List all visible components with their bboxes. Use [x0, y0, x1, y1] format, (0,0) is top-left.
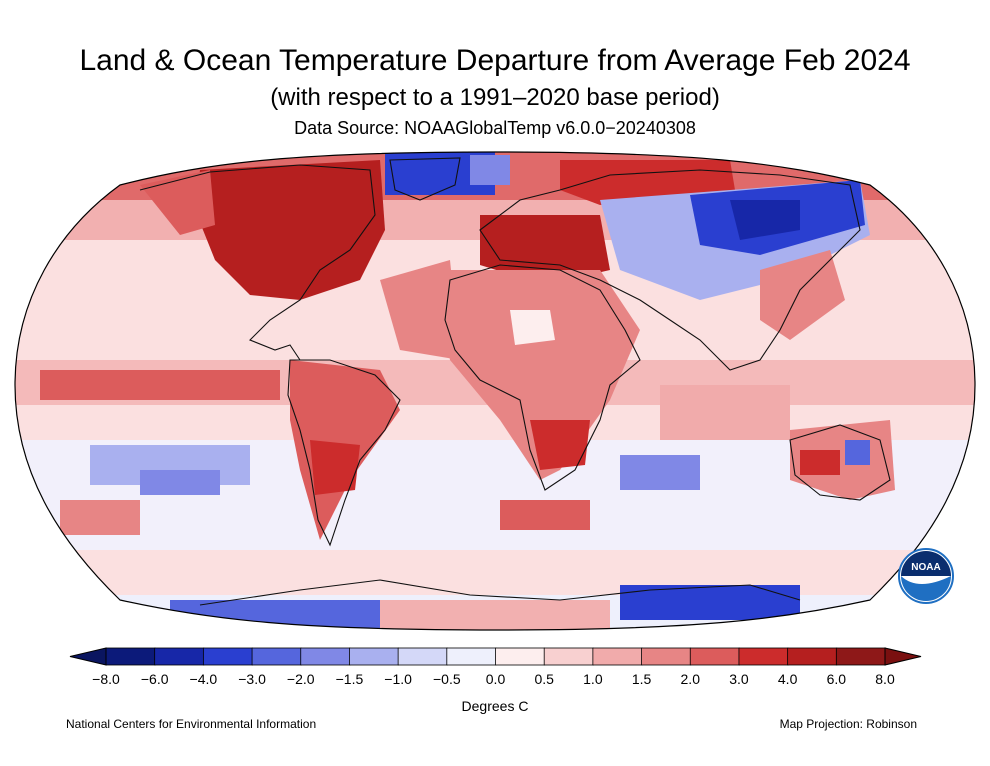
legend-cell	[641, 647, 692, 666]
legend-cell	[202, 647, 253, 666]
sahara-neutral	[510, 310, 555, 345]
noaa-logo-icon: NOAA	[898, 548, 954, 604]
greenland-coastline	[389, 157, 461, 201]
legend-tick-label: −2.0	[287, 671, 315, 687]
legend-tick-label: −1.5	[336, 671, 364, 687]
legend-tick-labels: −8.0 −6.0 −4.0 −3.0 −2.0 −1.5 −1.0 −0.5 0.0 0.5 1.…	[92, 671, 895, 687]
southern-africa-warm	[530, 420, 590, 470]
north-america-warm	[195, 160, 385, 300]
legend-cell	[787, 647, 838, 666]
legend-cell	[154, 647, 205, 666]
legend-cell	[689, 647, 740, 666]
europe-warm	[480, 215, 610, 285]
legend-cell	[495, 647, 546, 666]
coastline-outlines	[139, 157, 891, 606]
projection-text: Map Projection: Robinson	[779, 717, 917, 731]
south-atlantic-warm-patch	[500, 500, 590, 530]
south-pacific-warm	[60, 500, 140, 535]
map-title: Land & Ocean Temperature Departure from …	[79, 44, 911, 77]
antarctic-warm-patch	[380, 600, 610, 630]
legend-tick-label: 6.0	[827, 671, 847, 687]
legend-tick-label: −6.0	[141, 671, 169, 687]
south-pacific-cooler	[140, 470, 220, 495]
north-america-coastline	[139, 164, 376, 361]
legend-tick-label: 0.0	[486, 671, 506, 687]
credit-text: National Centers for Environmental Infor…	[66, 717, 317, 731]
legend-cell	[738, 647, 789, 666]
siberia-core-cold	[730, 200, 800, 240]
arctic-cool-patch	[470, 155, 510, 185]
legend-tick-label: −3.0	[238, 671, 266, 687]
noaa-logo-text: NOAA	[911, 562, 940, 573]
antarctica-coastline	[199, 579, 801, 606]
legend-cell	[446, 647, 497, 666]
legend-cell	[543, 647, 594, 666]
legend-cell	[592, 647, 643, 666]
legend-tick-label: 1.5	[632, 671, 652, 687]
south-america-coastline	[287, 359, 401, 547]
legend-tick-label: 3.0	[729, 671, 749, 687]
legend-tick-label: 2.0	[681, 671, 701, 687]
map-subtitle: (with respect to a 1991–2020 base period…	[270, 84, 720, 111]
australia-hot-patch	[800, 450, 840, 475]
legend-tick-label: 0.5	[534, 671, 554, 687]
alaska-warm	[140, 170, 215, 235]
legend-cell	[397, 647, 448, 666]
legend-tick-label: 1.0	[583, 671, 603, 687]
legend-arrow-low	[69, 647, 107, 666]
legend-cell	[105, 647, 156, 666]
atlantic-warm	[380, 260, 460, 360]
argentina-warm	[310, 440, 360, 495]
australia-cool-patch	[845, 440, 870, 465]
legend-tick-label: 4.0	[778, 671, 798, 687]
legend-cell	[251, 647, 302, 666]
indian-ocean-cool	[620, 455, 700, 490]
legend-units-label: Degrees C	[461, 698, 529, 714]
indian-ocean-warm	[660, 385, 790, 440]
map-frame	[14, 151, 976, 631]
eurasia-coastline	[479, 169, 861, 371]
data-source: Data Source: NOAAGlobalTemp v6.0.0−20240…	[294, 118, 696, 138]
legend-cell	[835, 647, 886, 666]
legend-tick-label: 8.0	[875, 671, 895, 687]
africa-coastline	[444, 264, 641, 491]
legend-arrow-high	[884, 647, 922, 666]
legend-cell	[349, 647, 400, 666]
legend-tick-label: −1.0	[384, 671, 412, 687]
east-asia-warm	[760, 250, 845, 340]
legend-cells	[105, 647, 886, 666]
legend-tick-label: −4.0	[190, 671, 218, 687]
australia-coastline	[789, 424, 891, 501]
pacific-warm-strip	[40, 370, 280, 400]
legend-cell	[300, 647, 351, 666]
legend-tick-label: −8.0	[92, 671, 120, 687]
legend-tick-label: −0.5	[433, 671, 461, 687]
